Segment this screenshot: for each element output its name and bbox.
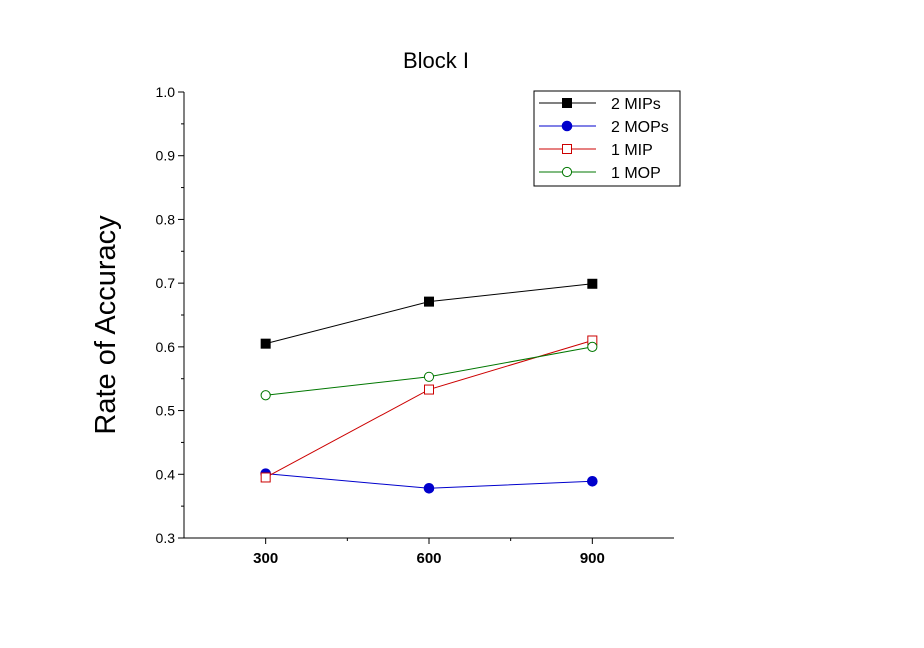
y-axis-ticks: 0.3 0.4 0.5 0.6 0.7 0.8 0.9 1.0 xyxy=(156,84,184,546)
y-tick-label: 0.8 xyxy=(156,211,176,227)
x-tick-label: 900 xyxy=(580,550,605,567)
legend-box xyxy=(533,90,681,187)
series-line xyxy=(265,283,593,345)
y-tick-label: 0.4 xyxy=(156,466,176,482)
legend: 2 MIPs 2 MOPs 1 MIP 1 MOP xyxy=(533,90,681,187)
data-point xyxy=(424,384,434,395)
series-2-mops xyxy=(260,468,598,494)
y-tick-label: 0.7 xyxy=(156,275,176,291)
x-tick-label: 300 xyxy=(253,550,278,567)
data-point xyxy=(260,390,271,401)
data-point xyxy=(424,296,434,307)
series-line xyxy=(265,340,593,478)
legend-swatch-marker xyxy=(561,120,573,132)
legend-label: 2 MOPs xyxy=(611,119,669,136)
data-point xyxy=(423,483,435,494)
chart-title: Block I xyxy=(403,48,469,73)
legend-item: 2 MIPs xyxy=(539,96,661,113)
legend-swatch-marker xyxy=(562,98,572,108)
y-tick-label: 0.3 xyxy=(156,530,176,546)
legend-label: 1 MIP xyxy=(611,142,653,159)
series-2-mips xyxy=(260,278,598,349)
y-tick-label: 0.5 xyxy=(156,403,176,419)
data-point xyxy=(423,371,435,382)
x-tick-label: 600 xyxy=(416,550,441,567)
y-tick-label: 0.9 xyxy=(156,148,176,164)
x-axis-ticks: 300 600 900 xyxy=(253,538,605,567)
series-1-mop xyxy=(260,341,598,401)
data-point xyxy=(587,341,598,352)
data-point xyxy=(260,338,271,349)
data-point xyxy=(587,278,598,289)
data-point xyxy=(587,475,598,487)
series-1-mip xyxy=(260,335,598,483)
legend-swatch-marker xyxy=(562,144,572,154)
y-axis-label: Rate of Accuracy xyxy=(90,215,122,435)
legend-item: 1 MOP xyxy=(539,165,661,182)
legend-label: 1 MOP xyxy=(611,165,661,182)
legend-item: 2 MOPs xyxy=(539,119,669,136)
y-tick-label: 1.0 xyxy=(156,84,176,100)
y-tick-label: 0.6 xyxy=(156,339,176,355)
legend-item: 1 MIP xyxy=(539,142,653,159)
legend-label: 2 MIPs xyxy=(611,96,661,113)
legend-swatch-marker xyxy=(561,166,573,178)
data-point xyxy=(260,472,271,483)
series-layer xyxy=(260,278,598,494)
